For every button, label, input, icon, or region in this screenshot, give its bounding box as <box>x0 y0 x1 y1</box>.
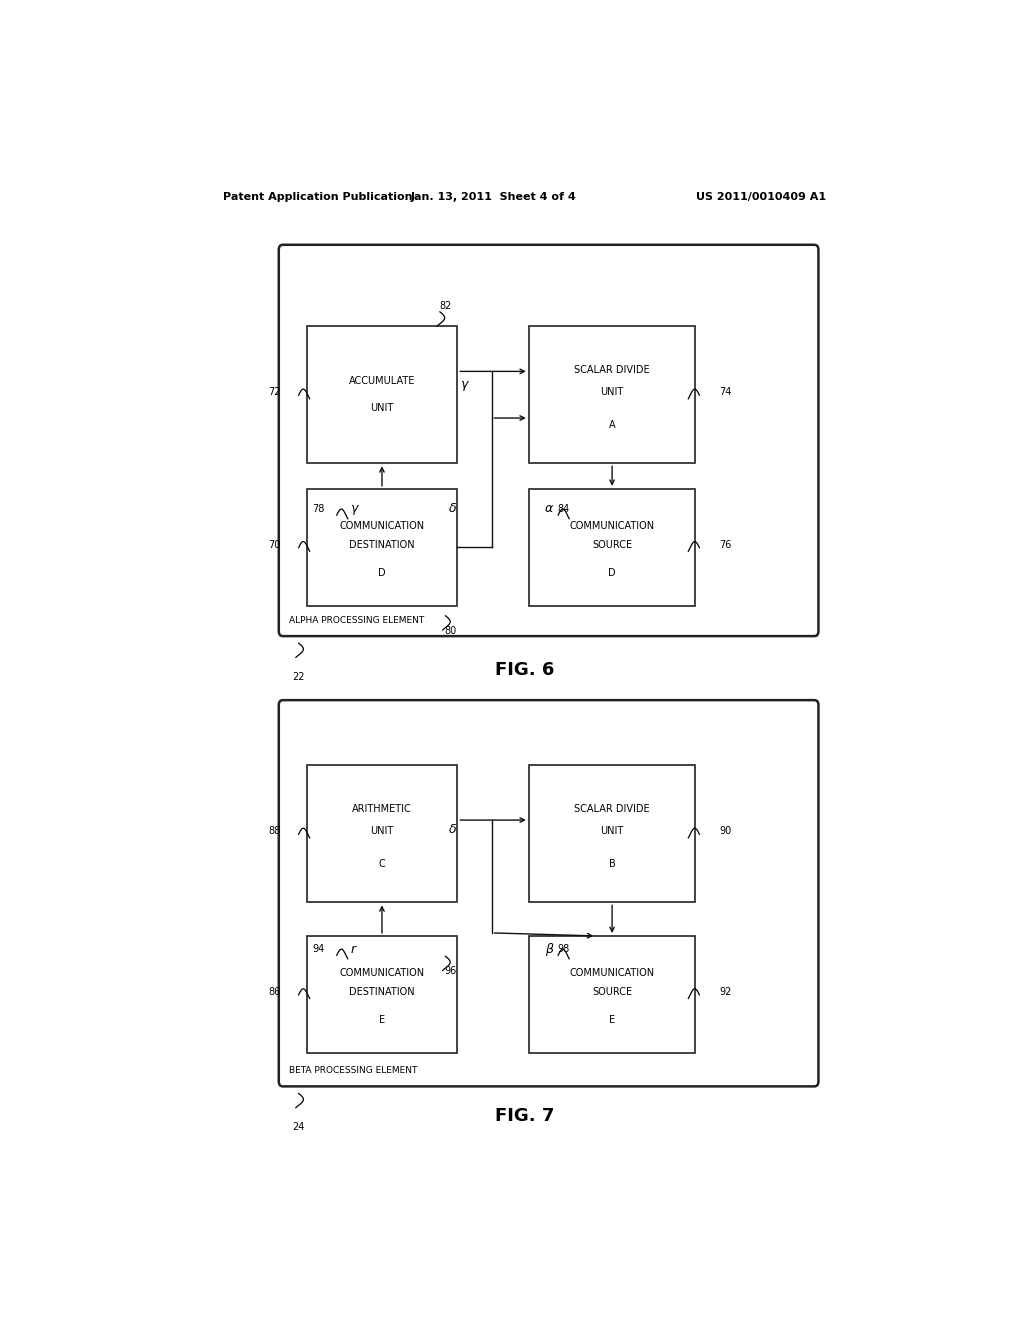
Text: UNIT: UNIT <box>600 826 624 836</box>
Text: SOURCE: SOURCE <box>592 987 632 997</box>
Text: 24: 24 <box>293 1122 305 1133</box>
Text: 94: 94 <box>312 944 325 954</box>
Text: D: D <box>378 568 386 578</box>
Text: FIG. 7: FIG. 7 <box>496 1107 554 1125</box>
Text: 98: 98 <box>557 944 569 954</box>
Bar <box>528 936 695 1053</box>
Text: 72: 72 <box>268 387 281 397</box>
FancyBboxPatch shape <box>279 700 818 1086</box>
Text: β: β <box>546 942 553 956</box>
Text: E: E <box>379 1015 385 1026</box>
Text: A: A <box>609 420 615 430</box>
Text: 76: 76 <box>719 540 731 549</box>
Text: UNIT: UNIT <box>371 826 393 836</box>
Text: 88: 88 <box>268 826 281 837</box>
Text: γ: γ <box>350 502 357 515</box>
Text: Jan. 13, 2011  Sheet 4 of 4: Jan. 13, 2011 Sheet 4 of 4 <box>411 191 575 202</box>
Bar <box>306 936 458 1053</box>
Text: COMMUNICATION: COMMUNICATION <box>569 969 654 978</box>
Text: SCALAR DIVIDE: SCALAR DIVIDE <box>574 366 650 375</box>
Text: FIG. 6: FIG. 6 <box>496 660 554 678</box>
Text: E: E <box>609 1015 615 1026</box>
Text: 90: 90 <box>719 826 731 837</box>
Text: SCALAR DIVIDE: SCALAR DIVIDE <box>574 804 650 814</box>
Text: ARITHMETIC: ARITHMETIC <box>352 804 412 814</box>
Text: ALPHA PROCESSING ELEMENT: ALPHA PROCESSING ELEMENT <box>289 616 424 624</box>
Text: α: α <box>545 502 553 515</box>
Bar <box>528 488 695 606</box>
Text: δ: δ <box>449 502 457 515</box>
Bar <box>306 488 458 606</box>
Bar <box>306 326 458 463</box>
Text: 84: 84 <box>557 504 569 513</box>
Text: COMMUNICATION: COMMUNICATION <box>569 521 654 531</box>
Text: C: C <box>379 859 385 869</box>
Text: 78: 78 <box>312 504 325 513</box>
Text: 82: 82 <box>439 301 452 310</box>
Text: Patent Application Publication: Patent Application Publication <box>223 191 413 202</box>
Text: 86: 86 <box>268 987 281 997</box>
Text: 70: 70 <box>268 540 281 549</box>
Text: ACCUMULATE: ACCUMULATE <box>349 376 415 385</box>
Text: 96: 96 <box>444 966 457 977</box>
Bar <box>306 766 458 903</box>
Text: 92: 92 <box>719 987 731 997</box>
Text: COMMUNICATION: COMMUNICATION <box>339 969 425 978</box>
Text: US 2011/0010409 A1: US 2011/0010409 A1 <box>696 191 826 202</box>
Text: DESTINATION: DESTINATION <box>349 987 415 997</box>
Text: BETA PROCESSING ELEMENT: BETA PROCESSING ELEMENT <box>289 1067 418 1076</box>
Text: 80: 80 <box>444 626 457 636</box>
Bar <box>528 766 695 903</box>
Text: γ: γ <box>460 378 467 391</box>
Text: 74: 74 <box>719 387 731 397</box>
Text: SOURCE: SOURCE <box>592 540 632 550</box>
Text: UNIT: UNIT <box>600 387 624 397</box>
Text: DESTINATION: DESTINATION <box>349 540 415 550</box>
Text: 22: 22 <box>293 672 305 681</box>
Text: δ: δ <box>449 822 457 836</box>
Text: r: r <box>350 942 355 956</box>
FancyBboxPatch shape <box>279 244 818 636</box>
Text: COMMUNICATION: COMMUNICATION <box>339 521 425 531</box>
Text: B: B <box>608 859 615 869</box>
Bar <box>528 326 695 463</box>
Text: UNIT: UNIT <box>371 404 393 413</box>
Text: D: D <box>608 568 615 578</box>
